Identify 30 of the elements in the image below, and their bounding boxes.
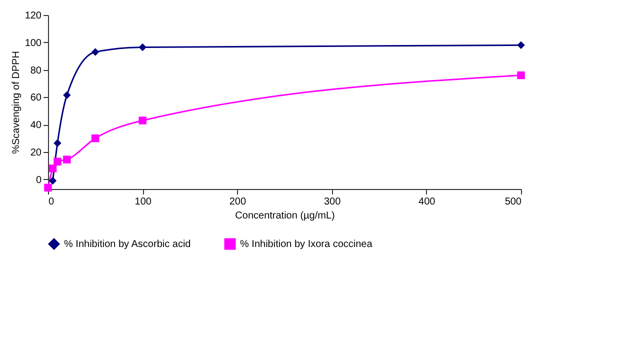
point <box>63 156 71 164</box>
legend-label: % Inhibition by Ixora coccinea <box>240 239 373 250</box>
y-tick-label: 60 <box>30 92 42 104</box>
point <box>48 164 57 172</box>
point <box>517 71 525 80</box>
y-tick-label: 120 <box>24 10 42 22</box>
y-tick-label: 20 <box>30 148 42 159</box>
point <box>91 134 100 142</box>
x-tick-label: 100 <box>134 196 152 208</box>
point <box>91 48 100 56</box>
x-tick-label: 200 <box>229 196 246 208</box>
x-axis-title: Concentration (µg/mL) <box>235 210 335 222</box>
x-tick-label: 0 <box>48 196 54 208</box>
point <box>44 184 52 192</box>
point <box>517 41 525 50</box>
point <box>54 139 62 147</box>
x-tick-label: 400 <box>418 196 436 208</box>
x-tick-label: 500 <box>504 196 522 208</box>
point <box>138 43 146 52</box>
point <box>54 158 62 166</box>
y-tick-label: 80 <box>30 65 42 76</box>
point <box>138 116 146 124</box>
y-tick-label: 100 <box>24 38 42 49</box>
y-tick-label: 0 <box>36 174 42 186</box>
legend-label: % Inhibition by Ascorbic acid <box>64 239 191 250</box>
y-tick-label: 40 <box>30 120 42 132</box>
x-tick-label: 300 <box>324 196 342 208</box>
point <box>63 91 71 100</box>
y-axis-title: %Scavenging of DPPH <box>10 51 22 154</box>
point <box>48 176 57 185</box>
